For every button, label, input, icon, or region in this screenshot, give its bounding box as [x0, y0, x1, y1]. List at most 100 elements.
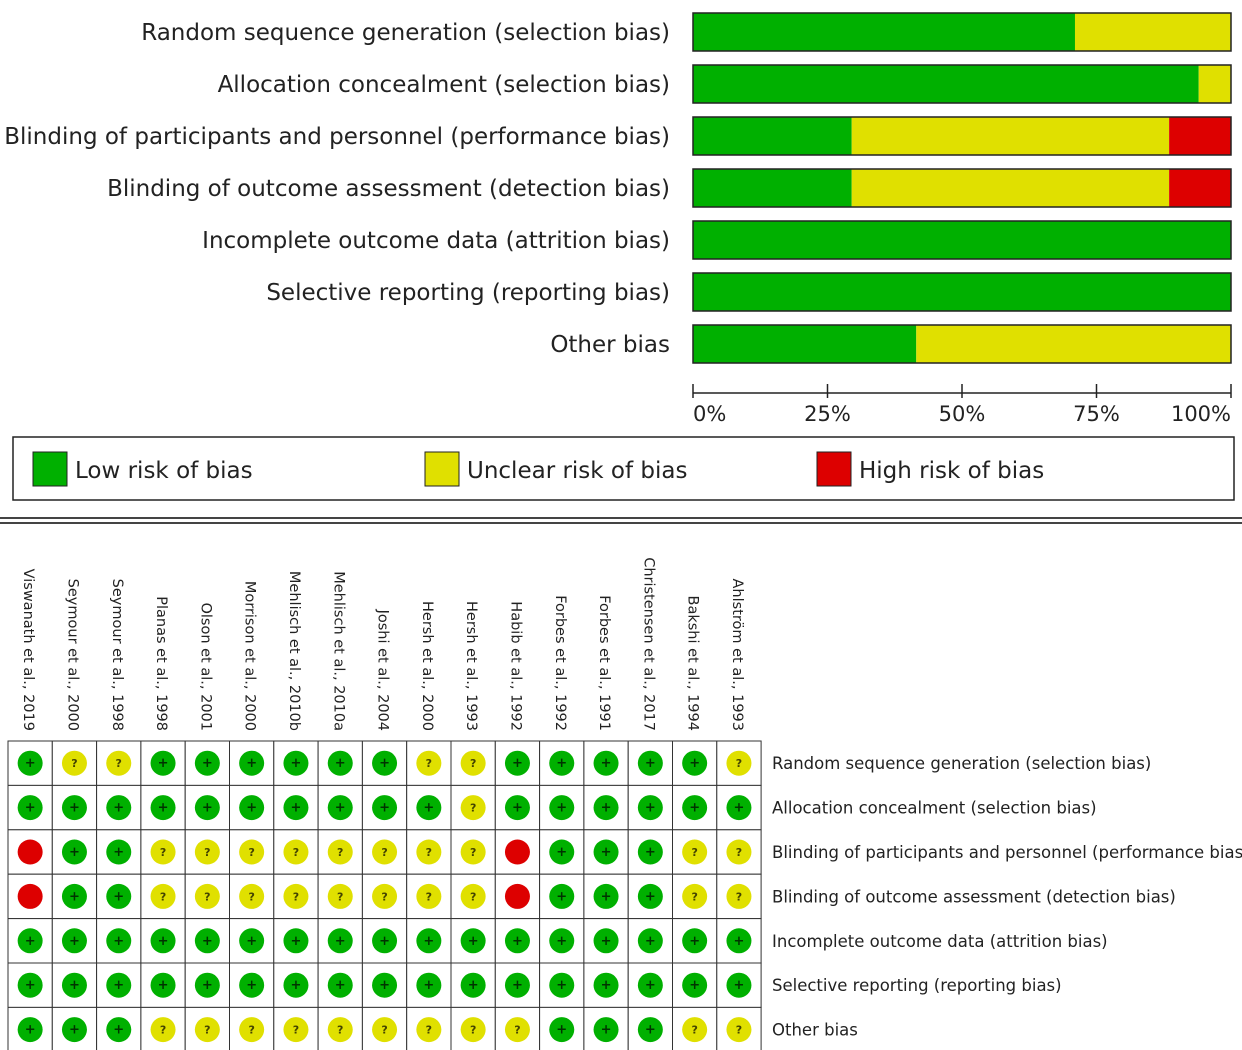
legend: Low risk of bias Unclear risk of bias High… — [12, 436, 1235, 501]
rating-symbol: ? — [337, 890, 343, 903]
study-label: Joshi et al., 2004 — [375, 609, 391, 731]
rating-unclear-icon — [372, 883, 398, 909]
rating-unclear-icon — [460, 883, 486, 909]
legend-label: High risk of bias — [859, 458, 1044, 484]
rating-low-icon — [637, 883, 663, 909]
rating-symbol: ? — [160, 846, 166, 859]
study-label: Planas et al., 1998 — [153, 596, 169, 731]
rating-low-icon — [504, 795, 530, 821]
rating-unclear-icon — [372, 1017, 398, 1043]
tick-label: 100% — [1171, 402, 1231, 426]
rating-unclear-icon — [150, 1017, 176, 1043]
rating-symbol: + — [512, 756, 523, 771]
rating-symbol: + — [556, 801, 567, 816]
rating-symbol: + — [556, 1023, 567, 1038]
rating-symbol: ? — [204, 1024, 210, 1037]
risk-of-bias-summary: Viswanath et al., 2019 Seymour et al., 20… — [7, 557, 1242, 1050]
rating-unclear-icon — [504, 1017, 530, 1043]
rating-symbol: ? — [248, 1024, 254, 1037]
rating-unclear-icon — [150, 839, 176, 865]
rating-high-icon — [17, 839, 43, 865]
rating-symbol: ? — [426, 1024, 432, 1037]
rating-symbol: ? — [514, 1024, 520, 1037]
rating-symbol: + — [335, 978, 346, 993]
rating-low-icon — [593, 972, 619, 998]
rating-low-icon — [593, 795, 619, 821]
rating-symbol: + — [202, 978, 213, 993]
rating-symbol: ? — [337, 846, 343, 859]
rating-symbol: + — [379, 801, 390, 816]
legend-box — [12, 436, 1235, 501]
rating-low-icon — [726, 972, 752, 998]
rating-symbol: + — [113, 978, 124, 993]
study-label: Seymour et al., 1998 — [109, 579, 125, 731]
rating-high-icon — [504, 839, 530, 865]
bar-segment-low — [693, 65, 1199, 103]
rating-symbol: + — [512, 978, 523, 993]
rating-low-icon — [61, 972, 87, 998]
domain-label: Other bias — [550, 332, 670, 358]
summary-domain-label: Random sequence generation (selection bi… — [772, 754, 1151, 773]
rating-low-icon — [327, 928, 353, 954]
rating-low-icon — [106, 839, 132, 865]
rating-low-icon — [150, 928, 176, 954]
rating-symbol: + — [158, 756, 169, 771]
rating-symbol: + — [246, 934, 257, 949]
rating-low-icon — [61, 1017, 87, 1043]
bar-outline — [692, 324, 1232, 364]
study-labels: Viswanath et al., 2019 Seymour et al., 20… — [20, 557, 745, 731]
bar-segment-high — [1169, 117, 1231, 155]
rating-symbol: + — [601, 756, 612, 771]
rating-symbol: ? — [736, 757, 742, 770]
rating-low-icon — [637, 750, 663, 776]
rating-symbol: + — [158, 978, 169, 993]
rating-unclear-icon — [194, 1017, 220, 1043]
bar-outline — [692, 220, 1232, 260]
rating-low-icon — [549, 750, 575, 776]
rating-unclear-icon — [194, 883, 220, 909]
rating-low-icon — [17, 928, 43, 954]
rating-symbol: + — [645, 889, 656, 904]
rating-low-icon — [150, 750, 176, 776]
bar-outline — [692, 64, 1232, 104]
rating-unclear-icon — [460, 1017, 486, 1043]
rating-symbol: + — [689, 756, 700, 771]
rating-low-icon — [17, 750, 43, 776]
rating-symbol: ? — [293, 846, 299, 859]
rating-low-icon — [637, 1017, 663, 1043]
rating-high-icon — [17, 883, 43, 909]
rating-symbol: + — [335, 934, 346, 949]
rating-low-icon — [549, 972, 575, 998]
rating-symbol: + — [290, 756, 301, 771]
rating-unclear-icon — [61, 750, 87, 776]
rating-symbol: + — [335, 801, 346, 816]
study-label: Forbes et al., 1992 — [552, 595, 568, 731]
rating-symbol: ? — [691, 1024, 697, 1037]
bar-segment-low — [693, 117, 852, 155]
rating-symbol: + — [689, 934, 700, 949]
rating-symbol: + — [69, 801, 80, 816]
rating-symbol: + — [335, 756, 346, 771]
rating-symbol: + — [689, 978, 700, 993]
study-label: Mehlisch et al., 2010a — [330, 571, 346, 731]
rating-unclear-icon — [416, 883, 442, 909]
bar-segment-unclear — [1198, 65, 1231, 103]
rating-low-icon — [106, 972, 132, 998]
rating-unclear-icon — [283, 1017, 309, 1043]
rating-low-icon — [460, 972, 486, 998]
domain-label: Blinding of participants and personnel (… — [4, 124, 670, 150]
summary-domain-label: Selective reporting (reporting bias) — [772, 976, 1062, 995]
rating-low-icon — [194, 972, 220, 998]
rating-symbol: + — [379, 756, 390, 771]
section-divider — [0, 522, 1242, 524]
rating-unclear-icon — [283, 883, 309, 909]
bar-outline — [692, 116, 1232, 156]
rating-symbol: + — [556, 934, 567, 949]
bar-segment-low — [693, 273, 1231, 311]
rating-symbol: + — [556, 889, 567, 904]
rating-symbol: ? — [470, 757, 476, 770]
rating-low-icon — [504, 928, 530, 954]
rating-symbol: + — [645, 801, 656, 816]
rating-low-icon — [593, 750, 619, 776]
rating-low-icon — [372, 795, 398, 821]
